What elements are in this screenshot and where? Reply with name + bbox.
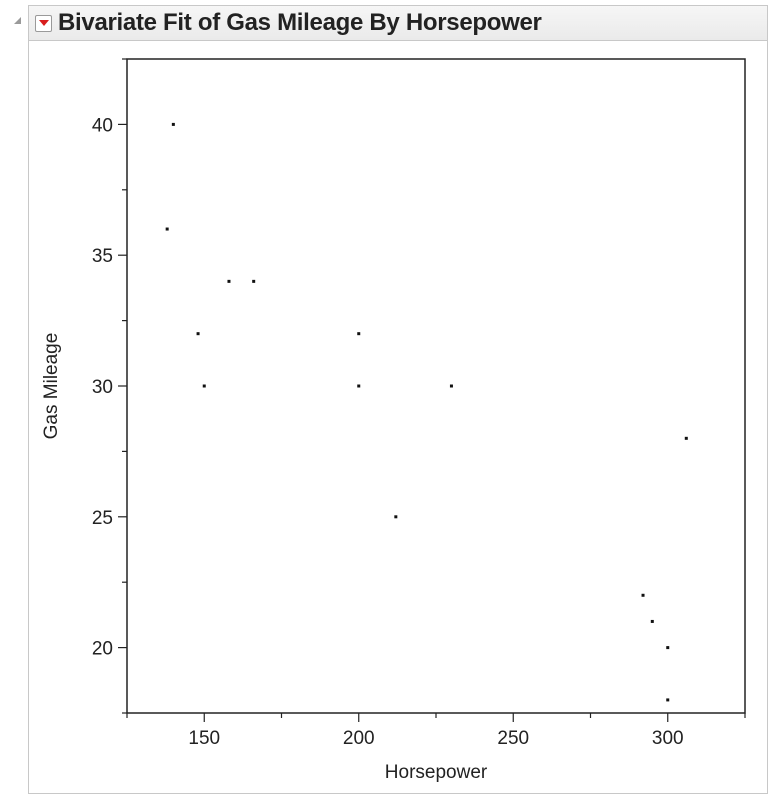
- y-tick-label: 25: [92, 508, 113, 529]
- data-point: [252, 279, 256, 283]
- data-point: [202, 384, 206, 388]
- x-tick-label: 300: [652, 728, 684, 749]
- data-point: [684, 436, 688, 440]
- report-header: Bivariate Fit of Gas Mileage By Horsepow…: [28, 5, 768, 41]
- y-tick-label: 35: [92, 246, 113, 267]
- data-point: [357, 332, 361, 336]
- data-point: [394, 515, 398, 519]
- data-point: [666, 698, 670, 702]
- x-axis-title: Horsepower: [385, 762, 488, 783]
- data-point: [357, 384, 361, 388]
- data-point: [227, 279, 231, 283]
- y-tick-label: 40: [92, 115, 113, 136]
- x-tick-label: 200: [343, 728, 375, 749]
- data-point: [171, 122, 175, 126]
- data-point: [650, 619, 654, 623]
- data-point: [449, 384, 453, 388]
- data-point: [196, 332, 200, 336]
- collapse-icon[interactable]: [14, 17, 21, 24]
- data-point: [666, 646, 670, 650]
- red-triangle-menu-icon[interactable]: [35, 14, 52, 32]
- x-tick-label: 150: [188, 728, 220, 749]
- data-point: [641, 593, 645, 597]
- y-tick-label: 30: [92, 377, 113, 398]
- y-axis-title: Gas Mileage: [41, 333, 62, 440]
- plot-frame: [126, 58, 746, 714]
- y-tick-label: 20: [92, 639, 113, 660]
- report-title: Bivariate Fit of Gas Mileage By Horsepow…: [58, 9, 542, 36]
- data-point: [165, 227, 169, 231]
- x-tick-label: 250: [497, 728, 529, 749]
